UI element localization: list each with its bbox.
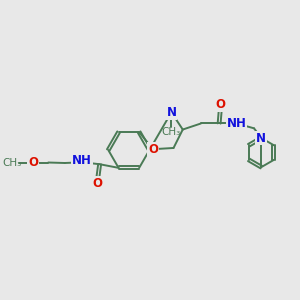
- Text: N: N: [167, 106, 176, 119]
- Text: CH₃: CH₃: [162, 127, 181, 137]
- Text: NH: NH: [72, 154, 92, 167]
- Text: CH₃: CH₃: [2, 158, 22, 167]
- Text: N: N: [256, 131, 266, 145]
- Text: O: O: [215, 98, 225, 111]
- Text: NH: NH: [226, 117, 247, 130]
- Text: O: O: [28, 156, 38, 169]
- Text: O: O: [148, 143, 158, 156]
- Text: O: O: [93, 177, 103, 190]
